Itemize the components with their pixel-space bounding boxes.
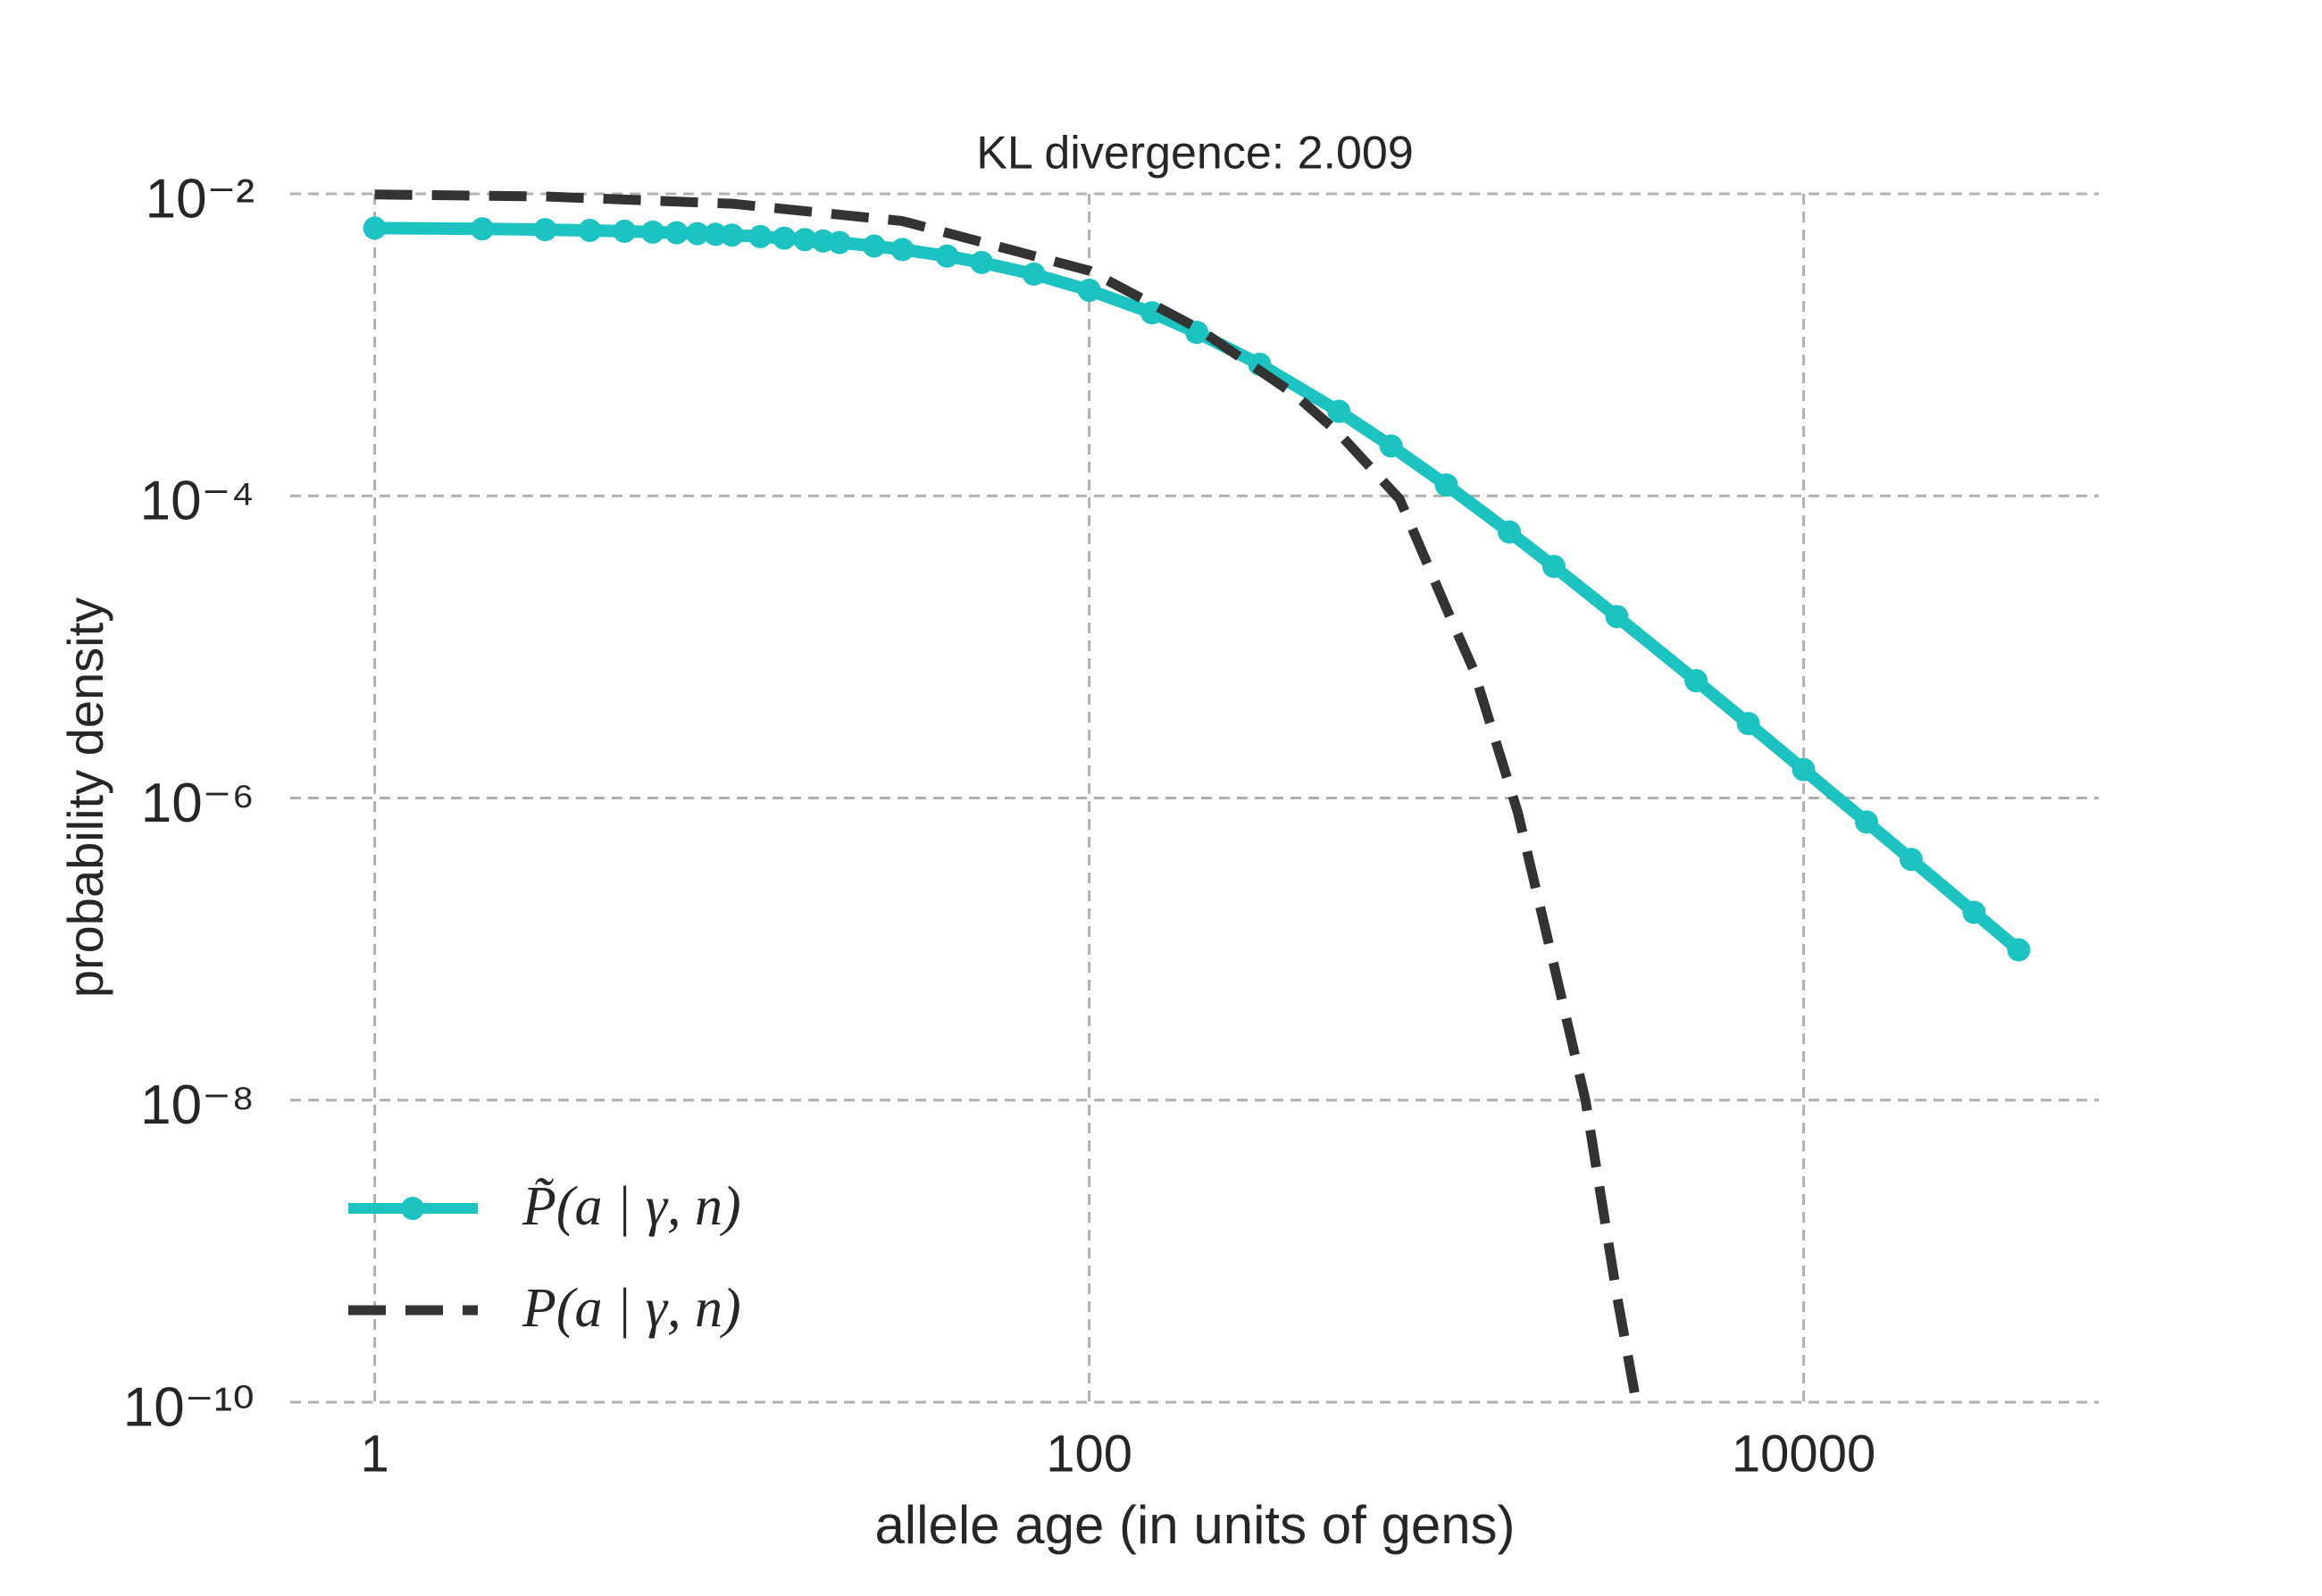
series-marker: [1855, 810, 1879, 834]
series-marker: [685, 221, 709, 246]
series-marker: [1022, 262, 1046, 286]
series-marker: [1605, 605, 1629, 629]
grid: [290, 192, 2099, 1404]
y-axis-label: probability density: [57, 597, 113, 998]
x-tick-label: 1: [360, 1425, 388, 1483]
series-marker: [862, 234, 886, 258]
series-marker: [533, 218, 557, 242]
series-marker: [1498, 520, 1522, 544]
series-marker: [1185, 321, 1209, 345]
series-marker: [1434, 473, 1458, 497]
series-marker: [748, 224, 773, 248]
y-tick-label: 10⁻⁸: [140, 1074, 255, 1136]
series-marker: [1327, 399, 1351, 423]
series-marker: [2007, 938, 2031, 962]
series-marker: [970, 250, 994, 274]
x-tick-label: 10000: [1732, 1425, 1875, 1483]
series-line: [374, 189, 1641, 1403]
y-tick-label: 10⁻⁴: [140, 471, 255, 532]
legend: P̃(a | γ, n) P(a | γ, n): [348, 1176, 741, 1339]
series-marker: [793, 228, 817, 252]
y-tick-label: 10⁻¹⁰: [123, 1376, 255, 1438]
series-marker: [773, 226, 797, 250]
legend-marker: [401, 1197, 424, 1220]
series-marker: [1899, 848, 1923, 872]
series-marker: [363, 216, 387, 240]
x-tick-label: 100: [1046, 1425, 1132, 1483]
y-tick-label: 10⁻⁶: [141, 773, 255, 834]
series-marker: [1077, 278, 1101, 302]
chart-title: KL divergence: 2.009: [976, 128, 1414, 180]
series-marker: [578, 219, 602, 243]
series-marker: [704, 222, 728, 247]
series-marker: [1792, 757, 1816, 781]
legend-label: P(a | γ, n): [522, 1278, 741, 1339]
series-marker: [720, 223, 744, 247]
series-marker: [664, 221, 689, 245]
series-marker: [828, 230, 852, 255]
plot-area: [363, 189, 2031, 1403]
series-marker: [471, 217, 495, 241]
y-tick-label: 10⁻²: [146, 168, 255, 230]
series-marker: [935, 244, 959, 268]
series-marker: [613, 219, 637, 243]
series-marker: [1541, 555, 1566, 579]
legend-label: P̃(a | γ, n): [522, 1176, 741, 1237]
series-marker: [1140, 301, 1165, 325]
series-marker: [1684, 669, 1708, 693]
series-marker: [890, 238, 915, 262]
x-axis-label: allele age (in units of gens): [874, 1495, 1515, 1555]
series-marker: [640, 220, 664, 244]
series-marker: [1379, 434, 1403, 458]
series-marker: [1736, 712, 1760, 736]
series-marker: [1962, 900, 1986, 924]
